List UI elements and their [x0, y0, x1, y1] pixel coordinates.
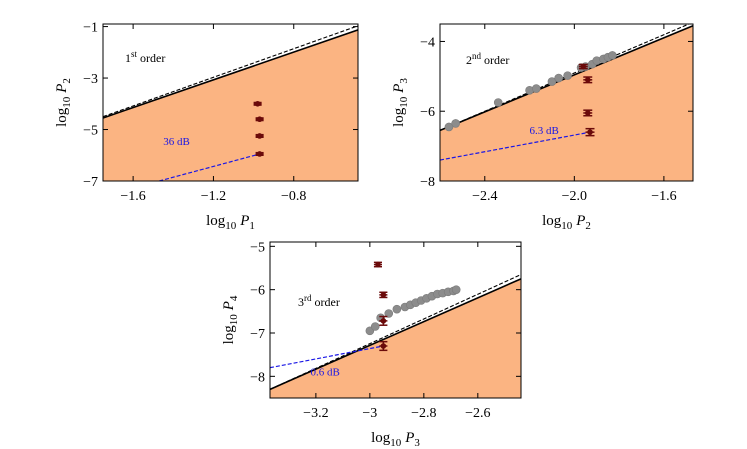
- simulated-point: [531, 84, 541, 93]
- simulated-point: [370, 322, 380, 331]
- gap-line: [440, 131, 591, 161]
- gap-label: 0.6 dB: [310, 366, 339, 378]
- x-tick-label: −2.8: [411, 406, 436, 421]
- experimental-point: [379, 291, 388, 299]
- simulated-point: [493, 98, 503, 107]
- panel-3: −3.2 −2.8 −2.6 −3 −8 −7 −6 −5 log10 P3 log10P4 3rd o…: [221, 240, 522, 449]
- experimental-point: [253, 100, 262, 107]
- simulated-point: [563, 71, 572, 80]
- y-axis-label: log10P2: [54, 78, 73, 127]
- x-tick-label: −2.6: [465, 406, 490, 421]
- x-tick-label: −1.6: [120, 189, 145, 204]
- solid-bound-line: [103, 29, 358, 119]
- solid-bound-line: [270, 278, 521, 391]
- y-tick-label: −8: [420, 175, 435, 190]
- dashed-bound-line: [270, 273, 521, 390]
- gap-line: [270, 345, 384, 369]
- x-tick-label: −3: [362, 406, 377, 421]
- y-tick-label: −5: [250, 240, 265, 255]
- y-axis-label: log10P3: [391, 78, 410, 127]
- simulated-point: [444, 122, 454, 132]
- experimental-point: [585, 127, 595, 137]
- y-tick-label: −6: [420, 105, 435, 120]
- gap-label: 36 dB: [163, 136, 190, 148]
- x-tick-label: −3.2: [303, 406, 328, 421]
- x-axis-label: log10 P1: [206, 213, 255, 232]
- experimental-point: [255, 151, 264, 157]
- x-tick-label: −2.0: [562, 189, 587, 204]
- experimental-point: [379, 340, 388, 352]
- y-tick-label: −4: [420, 35, 435, 50]
- y-tick-label: −1: [83, 21, 98, 36]
- x-tick-label: −1.2: [201, 189, 226, 204]
- simulated-point: [554, 73, 563, 83]
- plot-frame: [439, 23, 694, 182]
- y-tick-label: −6: [250, 284, 265, 299]
- order-label: 3rd order: [298, 293, 340, 309]
- gap-line: [159, 153, 260, 181]
- experimental-point: [583, 109, 593, 117]
- plot-frame: [269, 241, 522, 399]
- y-axis-label: log10P4: [221, 295, 240, 344]
- simulated-point: [451, 119, 460, 128]
- panel-2: −2.4 −2.0 −1.6 −8 −6 −4 log10 P2 log10P3 2nd order…: [391, 23, 694, 232]
- y-tick-label: −7: [250, 327, 265, 342]
- x-axis-label: log10 P3: [371, 430, 420, 449]
- experimental-point: [255, 116, 264, 123]
- experimental-point: [583, 76, 593, 84]
- allowed-region: [103, 29, 358, 181]
- order-label: 1st order: [125, 49, 165, 65]
- simulated-point: [608, 51, 617, 60]
- x-tick-label: −1.6: [651, 189, 676, 204]
- y-tick-label: −8: [250, 370, 265, 385]
- simulated-point: [392, 304, 402, 314]
- simulated-point: [547, 77, 557, 86]
- experimental-point: [255, 133, 264, 139]
- experimental-point: [379, 315, 388, 326]
- allowed-region: [440, 25, 693, 181]
- simulated-point: [451, 285, 461, 294]
- order-label: 2nd order: [466, 51, 509, 67]
- allowed-region: [270, 278, 521, 398]
- y-tick-label: −7: [83, 175, 98, 190]
- experimental-point: [578, 63, 588, 70]
- dashed-bound-line: [103, 25, 358, 118]
- plot-frame: [102, 23, 359, 182]
- y-tick-label: −3: [83, 72, 98, 87]
- x-tick-label: −0.8: [281, 189, 306, 204]
- experimental-point: [373, 261, 383, 268]
- x-tick-label: −2.4: [472, 189, 497, 204]
- y-tick-label: −5: [83, 124, 98, 139]
- x-axis-label: log10 P2: [542, 213, 591, 232]
- gap-label: 6.3 dB: [530, 125, 559, 137]
- panel-1: −1.6 −1.2 −0.8 −7 −5 −3 −1 log10 P1 log10P2 1st ord…: [54, 21, 359, 232]
- simulated-point: [384, 309, 394, 318]
